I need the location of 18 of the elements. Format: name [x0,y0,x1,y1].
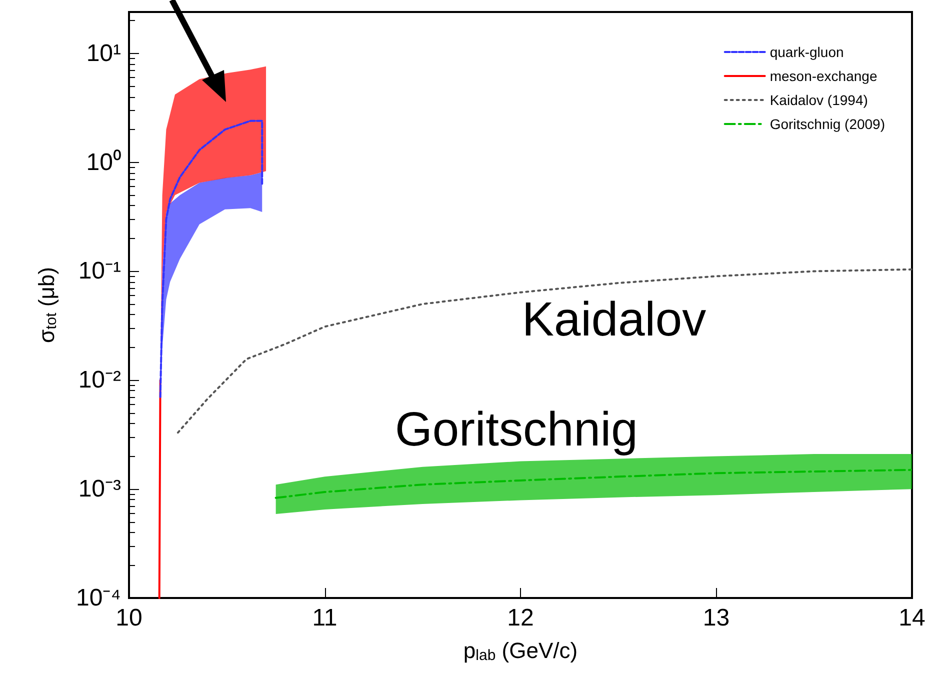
y-tick-label: 10⁻¹ [78,258,122,285]
x-tick-label: 12 [507,604,534,632]
x-tick-label: 14 [898,604,926,632]
annotation: Kaidalov [522,294,706,346]
y-tick-label: 10⁻² [78,366,122,394]
legend-label: Goritschnig (2009) [770,116,886,132]
x-tick-label: 11 [312,604,338,632]
y-tick-label: 10⁰ [86,148,121,176]
legend-label: meson-exchange [770,68,878,84]
legend-label: Kaidalov (1994) [770,92,868,108]
y-axis-title: σtot (μb) [34,267,60,343]
x-tick-label: 10 [116,604,142,632]
legend-label: quark-gluon [770,44,844,60]
annotation: Goritschnig [395,404,638,456]
y-tick-label: 10¹ [86,40,122,67]
x-tick-label: 13 [702,604,730,632]
y-tick-label: 10⁻³ [78,476,122,503]
line-series [159,120,264,398]
